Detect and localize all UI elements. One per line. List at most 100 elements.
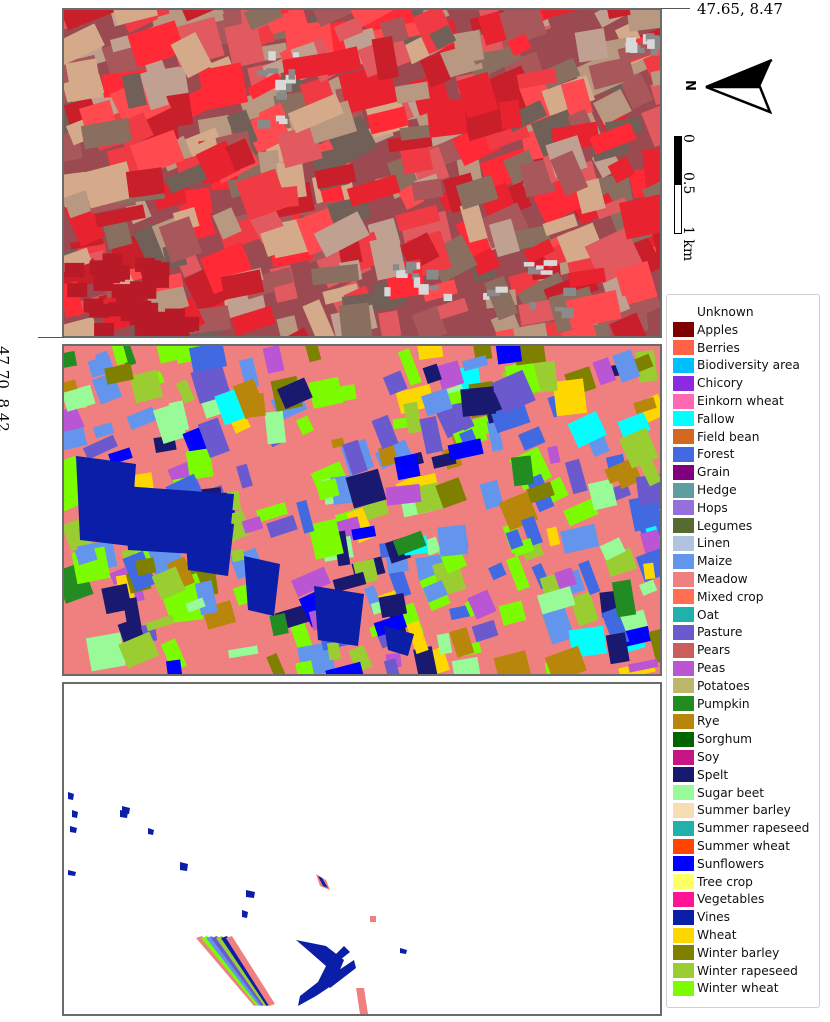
crop-parcel [544, 645, 587, 674]
legend-item: Apples [673, 322, 738, 338]
legend-swatch [673, 304, 694, 320]
legend-swatch [673, 464, 694, 480]
mixed-crop-strip [226, 936, 275, 1006]
field-parcel [455, 174, 499, 210]
field-parcel [541, 10, 578, 19]
legend-swatch [673, 802, 694, 818]
field-parcel [650, 82, 660, 106]
field-parcel [561, 323, 597, 336]
legend-item: Pasture [673, 624, 742, 640]
field-parcel [452, 29, 485, 64]
vines-parcel [314, 586, 364, 646]
scale-tick-1km: 1 km [680, 226, 696, 262]
vines-parcel [68, 870, 76, 876]
crop-parcel [498, 600, 527, 626]
vines-parcel [70, 826, 77, 833]
crop-parcel [165, 659, 183, 674]
vines-parcel [318, 876, 328, 888]
legend-item: Soy [673, 749, 719, 765]
field-parcel [436, 297, 469, 320]
crop-parcel [134, 557, 157, 577]
urban-area [554, 306, 565, 312]
crop-parcel [506, 555, 530, 592]
crop-parcel [493, 650, 532, 674]
field-parcel [513, 322, 548, 336]
legend-item: Field bean [673, 429, 759, 445]
crop-parcel [382, 370, 408, 396]
forest-area [67, 283, 88, 298]
field-parcel [574, 28, 609, 63]
field-parcel [224, 20, 265, 68]
urban-area [426, 269, 439, 280]
legend-item: Hops [673, 500, 728, 516]
legend-swatch [673, 446, 694, 462]
field-parcel [542, 213, 578, 237]
field-parcel [247, 72, 284, 100]
forest-area [83, 298, 104, 313]
crop-parcel [383, 658, 400, 674]
legend-swatch [673, 624, 694, 640]
crop-parcel [471, 619, 499, 643]
field-parcel [64, 23, 105, 66]
field-parcel [395, 204, 441, 232]
urban-area [406, 261, 417, 271]
crop-parcel [406, 620, 429, 655]
crop-parcel [435, 360, 465, 390]
legend-swatch [673, 785, 694, 801]
crop-parcel [308, 376, 344, 409]
scale-tick-half: 0.5 [680, 172, 696, 195]
legend-label: Vines [697, 910, 731, 925]
legend-label: Hops [697, 500, 728, 515]
crop-parcel [417, 346, 444, 360]
crop-parcel [564, 458, 588, 495]
legend-label: Hedge [697, 483, 737, 497]
legend-item: Vegetables [673, 891, 764, 907]
urban-area [540, 270, 553, 275]
crop-parcel [392, 530, 427, 556]
field-parcel [276, 124, 323, 169]
urban-area [495, 286, 508, 293]
crop-parcel [296, 500, 315, 534]
crop-parcel [197, 417, 230, 458]
crop-parcel [156, 346, 189, 364]
crop-parcel [611, 482, 632, 501]
crop-parcel [467, 589, 497, 620]
legend-item: Forest [673, 446, 734, 462]
legend-swatch [673, 429, 694, 445]
urban-area [625, 42, 633, 53]
crop-parcel [599, 537, 626, 561]
urban-area [483, 292, 490, 300]
forest-area [94, 322, 115, 336]
crop-parcel [295, 415, 315, 436]
field-parcel [80, 117, 133, 150]
legend-item: Sugar beet [673, 785, 764, 801]
crop-parcel [108, 447, 133, 465]
legend-label: Grain [697, 465, 731, 480]
crop-parcel [64, 384, 96, 412]
legend-item: Linen [673, 535, 730, 551]
urban-area [626, 37, 637, 45]
legend-item: Chicory [673, 375, 743, 391]
field-parcel [170, 32, 213, 79]
crop-parcel [633, 396, 657, 415]
crop-parcel [537, 586, 576, 615]
crop-parcel [488, 562, 507, 581]
crop-parcel [94, 350, 114, 374]
field-parcel [367, 106, 409, 135]
crop-parcel [397, 348, 422, 386]
vines-parcel [324, 960, 356, 988]
field-parcel [477, 11, 507, 46]
crop-parcel [266, 653, 286, 674]
legend-label: Pumpkin [697, 696, 750, 711]
urban-area [265, 68, 279, 74]
legend-swatch [673, 838, 694, 854]
field-parcel [429, 24, 457, 50]
urban-area [645, 33, 655, 42]
coordinate-label-bottom-left: 47.70, 8.42 [0, 346, 12, 432]
legend-swatch [673, 642, 694, 658]
legend-label: Unknown [697, 305, 754, 319]
crop-parcel [526, 481, 555, 504]
field-parcel [198, 62, 249, 111]
field-parcel [244, 10, 284, 31]
crop-parcel [385, 483, 422, 506]
